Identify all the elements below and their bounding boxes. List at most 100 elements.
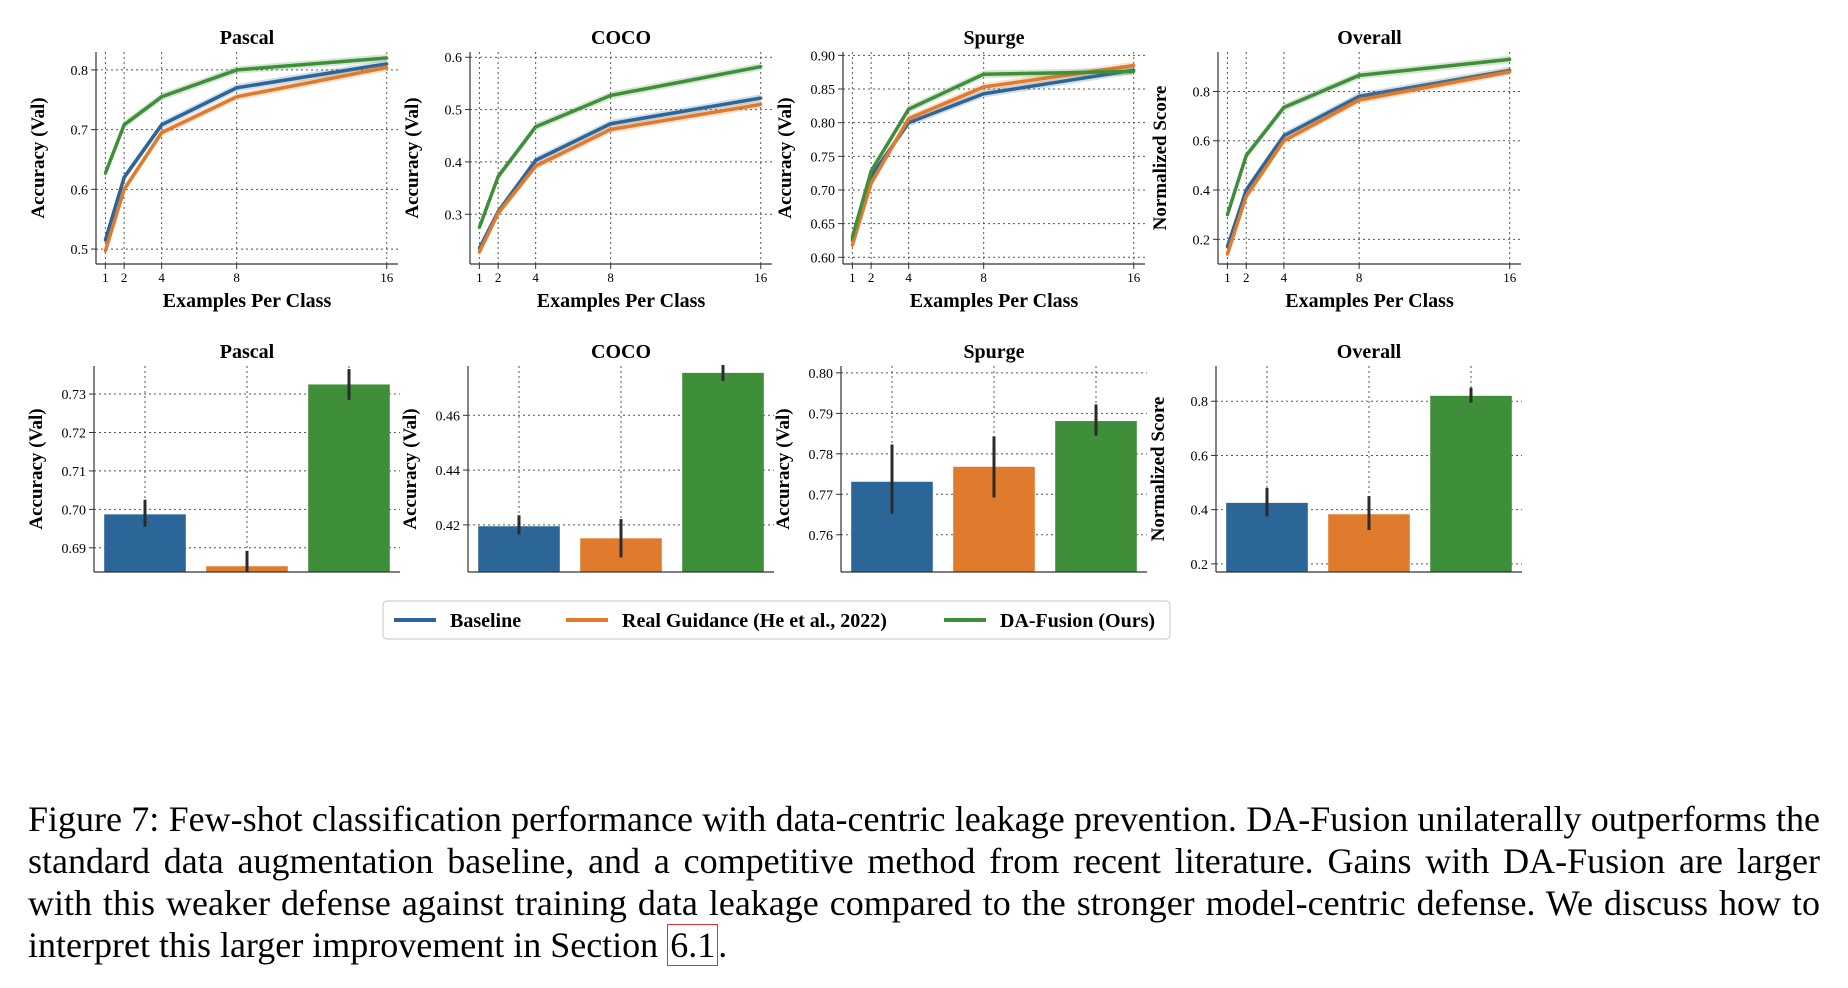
x-tick-label: 16 (1503, 270, 1517, 285)
x-tick-label: 4 (905, 270, 912, 285)
series-point (1132, 63, 1136, 68)
x-tick-label: 8 (607, 270, 614, 285)
x-tick-label: 2 (1243, 270, 1250, 285)
x-tick-label: 16 (754, 270, 768, 285)
line-y-tick-label: 0.80 (811, 117, 836, 132)
series-point (1132, 69, 1136, 74)
line-x-axis-label: Examples Per Class (1285, 290, 1454, 312)
series-point (1225, 252, 1230, 256)
series-point (982, 72, 986, 76)
series-point (235, 68, 239, 72)
bar-y-tick-label: 0.70 (62, 503, 87, 518)
line-y-tick-label: 0.65 (811, 218, 836, 233)
series-point (160, 123, 164, 127)
line-y-axis-label: Accuracy (Val) (402, 97, 423, 218)
series-point (534, 158, 538, 162)
bar-y-tick-label: 0.46 (436, 409, 461, 424)
line-y-tick-label: 0.85 (811, 83, 836, 98)
caption-end: . (718, 925, 728, 965)
bar-y-tick-label: 0.72 (62, 426, 87, 441)
x-tick-label: 1 (849, 270, 856, 285)
line-y-tick-label: 0.3 (445, 208, 463, 223)
series-confidence-band (105, 63, 387, 255)
line-chart-title: Overall (1337, 27, 1402, 49)
x-tick-label: 2 (868, 270, 875, 285)
series-point (122, 175, 126, 180)
line-y-axis-label: Normalized Score (1150, 86, 1171, 231)
series-point (1508, 70, 1512, 74)
series-point (850, 235, 854, 239)
series-point (1244, 188, 1248, 192)
bar-y-axis-label: Normalized Score (1148, 397, 1169, 542)
bar-y-tick-label: 0.2 (1191, 558, 1209, 573)
legend: Baseline Real Guidance (He et al., 2022) D… (382, 600, 1171, 640)
legend-label-3: DA-Fusion (Ours) (1000, 610, 1155, 632)
figure-caption: Figure 7: Few-shot classification perfor… (28, 798, 1820, 966)
series-point (1357, 73, 1361, 78)
bar-chart-overall: 0.2 0.4 0.6 0.8 Overall Normalized Score (1148, 341, 1522, 573)
series-point (496, 174, 500, 179)
x-tick-label: 2 (121, 270, 128, 285)
bar-y-tick-label: 0.77 (809, 488, 834, 503)
line-y-tick-label: 0.6 (1193, 135, 1211, 150)
caption-text: Few-shot classification performance with… (28, 799, 1820, 965)
bar-chart-title: COCO (591, 341, 651, 363)
series-point (534, 125, 538, 129)
series-point (1282, 134, 1286, 138)
line-y-tick-label: 0.6 (445, 51, 463, 66)
series-line-3 (850, 69, 1134, 238)
bar-3 (682, 372, 764, 572)
series-point (385, 56, 389, 60)
line-y-tick-label: 0.8 (71, 64, 89, 79)
line-y-tick-label: 0.5 (445, 104, 463, 119)
bar-chart-title: Spurge (963, 341, 1024, 363)
series-point (534, 164, 538, 168)
series-point (1357, 94, 1361, 98)
series-confidence-band (479, 94, 761, 253)
bar-y-tick-label: 0.4 (1191, 504, 1209, 519)
caption-label: Figure 7: (28, 799, 160, 839)
line-chart-coco: 0.3 0.4 0.5 0.6 1 2 4 8 16 COCO Accuracy (Val) Exam… (402, 27, 772, 312)
series-point (235, 95, 239, 99)
series-point (869, 169, 873, 173)
bar-y-tick-label: 0.73 (62, 388, 87, 403)
series-point (907, 117, 911, 121)
bar-y-tick-label: 0.79 (809, 407, 834, 422)
bar-y-axis-label: Accuracy (Val) (26, 408, 47, 529)
bar-y-tick-label: 0.44 (436, 464, 461, 479)
x-tick-label: 16 (1127, 270, 1141, 285)
line-y-tick-label: 0.4 (1193, 184, 1211, 199)
series-point (850, 243, 854, 247)
bar-y-tick-label: 0.78 (809, 448, 834, 463)
bar-chart-spurge: 0.76 0.77 0.78 0.79 0.80 Spurge Accuracy (Val) (773, 341, 1147, 573)
line-y-tick-label: 0.70 (811, 184, 836, 199)
x-tick-label: 4 (158, 270, 165, 285)
x-tick-label: 1 (476, 270, 483, 285)
series-point (103, 249, 107, 253)
bar-y-tick-label: 0.76 (809, 529, 834, 544)
bar-y-tick-label: 0.80 (809, 367, 834, 382)
bar-y-axis-label: Accuracy (Val) (773, 408, 794, 529)
bar-y-tick-label: 0.69 (62, 542, 87, 557)
legend-label-2: Real Guidance (He et al., 2022) (622, 610, 887, 632)
line-x-axis-label: Examples Per Class (163, 290, 332, 312)
series-point (160, 131, 164, 135)
series-point (982, 92, 986, 96)
legend-label-1: Baseline (450, 610, 521, 632)
series-point (1244, 153, 1248, 158)
line-y-tick-label: 0.75 (811, 150, 836, 165)
series-point (759, 65, 763, 69)
line-y-tick-label: 0.5 (71, 243, 89, 258)
x-tick-label: 8 (980, 270, 987, 285)
line-chart-overall: 0.2 0.4 0.6 0.8 1 2 4 8 16 Overall Normalized Scor… (1150, 27, 1521, 312)
series-point (1357, 98, 1361, 102)
section-reference-link[interactable]: 6.1 (667, 924, 719, 966)
line-chart-title: Pascal (220, 27, 275, 49)
x-tick-label: 8 (233, 270, 240, 285)
series-point (609, 122, 613, 126)
series-point (385, 62, 389, 66)
series-point (1508, 57, 1512, 61)
legend-box (382, 600, 1171, 640)
bar-y-axis-label: Accuracy (Val) (400, 408, 421, 529)
line-x-axis-label: Examples Per Class (537, 290, 706, 312)
